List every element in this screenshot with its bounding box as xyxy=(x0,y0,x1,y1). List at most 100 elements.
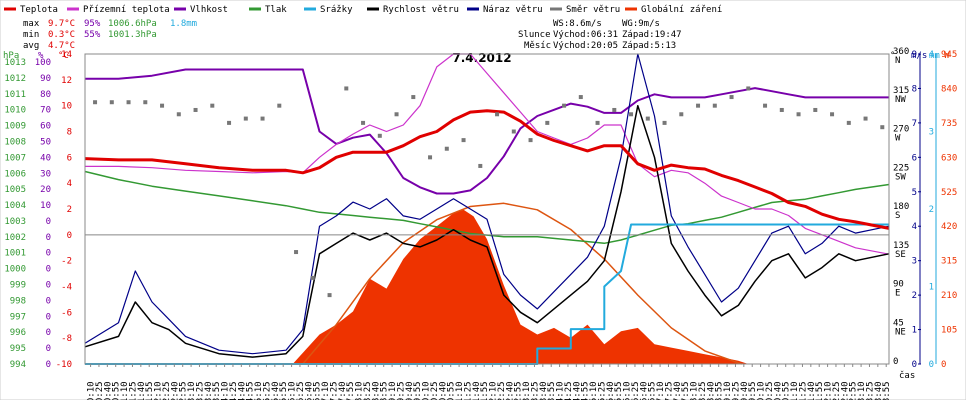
ms-tick-label: 8 xyxy=(912,84,917,94)
time-tick-label: 00:10 xyxy=(87,381,97,400)
time-tick-label: 13:10 xyxy=(522,381,532,400)
info-sun-label: Slunce xyxy=(518,30,551,40)
time-tick-label: 06:10 xyxy=(288,381,298,400)
time-tick-label: 15:40 xyxy=(606,381,616,400)
hpa-tick-label: 995 xyxy=(10,344,26,354)
wind-direction-dot xyxy=(260,116,265,121)
ms-tick-label: 3 xyxy=(912,257,917,267)
wind-direction-dot xyxy=(880,125,885,130)
wind-direction-dot xyxy=(109,100,114,105)
time-tick-label: 11:40 xyxy=(472,381,482,400)
wind-direction-dot xyxy=(227,120,232,125)
time-tick-label: 07:10 xyxy=(321,381,331,400)
time-tick-label: 03:40 xyxy=(204,381,214,400)
ms-tick-label: 5 xyxy=(912,188,917,198)
hpa-tick-label: 1011 xyxy=(4,90,26,100)
ms-tick-label: 0 xyxy=(912,360,917,370)
wind-direction-dot xyxy=(629,112,634,117)
pct-tick-label: 0 xyxy=(46,312,51,322)
time-tick-label: 19:10 xyxy=(723,381,733,400)
wind-direction-dot xyxy=(846,120,851,125)
dir-tick-label: 225 xyxy=(893,163,909,173)
wind-direction-dot xyxy=(545,120,550,125)
wind-direction-dot xyxy=(294,250,299,255)
dir-compass-label: SW xyxy=(895,172,906,182)
time-tick-label: 13:25 xyxy=(530,381,540,400)
dir-tick-label: 180 xyxy=(893,202,909,212)
wind-direction-dot xyxy=(595,120,600,125)
hpa-tick-label: 996 xyxy=(10,328,26,338)
legend-label: Rychlost větru xyxy=(383,5,459,15)
ms-tick-label: 1 xyxy=(912,326,917,336)
w-tick-label: 420 xyxy=(941,222,957,232)
time-tick-label: 08:40 xyxy=(371,381,381,400)
wind-direction-dot xyxy=(712,103,717,108)
legend-label: Tlak xyxy=(265,5,287,15)
wind-direction-dot xyxy=(562,103,567,108)
legend-label: Globální záření xyxy=(641,5,722,15)
wind-speed-line xyxy=(84,104,890,358)
hpa-tick-label: 1012 xyxy=(4,74,26,84)
legend: Teplota Přízemní teplota Vlhkost Tlak Srážky… xyxy=(4,5,722,15)
axis-unit-mm: mm xyxy=(929,51,940,61)
temp-tick-label: 8 xyxy=(67,128,72,138)
time-tick-label: 00:40 xyxy=(103,381,113,400)
time-tick-label: 21:55 xyxy=(815,381,825,400)
pct-tick-label: 0 xyxy=(46,249,51,259)
stats-max-press: 1006.6hPa xyxy=(108,19,157,29)
mm-tick-label: 1 xyxy=(929,283,934,293)
pct-tick-label: 20 xyxy=(40,185,51,195)
time-tick-label: 07:25 xyxy=(329,381,339,400)
time-tick-label: 07:40 xyxy=(338,381,348,400)
hpa-tick-label: 1007 xyxy=(4,153,26,163)
w-tick-label: 105 xyxy=(941,326,957,336)
axes: 1013101210111010100910081007100610051004… xyxy=(4,47,957,400)
pct-tick-label: 0 xyxy=(46,233,51,243)
hpa-tick-label: 1008 xyxy=(4,137,26,147)
time-tick-label: 04:25 xyxy=(229,381,239,400)
stats-min-label: min xyxy=(23,30,39,40)
pct-tick-label: 0 xyxy=(46,360,51,370)
time-tick-label: 10:25 xyxy=(430,381,440,400)
axis-unit-w: W xyxy=(944,51,950,61)
wind-direction-dot xyxy=(176,112,181,117)
wind-direction-dot xyxy=(461,138,466,143)
wind-direction-dot xyxy=(528,138,533,143)
wind-direction-dot xyxy=(662,120,667,125)
hpa-tick-label: 999 xyxy=(10,281,26,291)
dir-tick-label: 0 xyxy=(893,357,898,367)
wind-direction-dot xyxy=(444,146,449,151)
time-tick-label: 10:40 xyxy=(438,381,448,400)
wind-direction-dot xyxy=(478,163,483,168)
radiation-theoretical-line xyxy=(302,202,742,365)
wind-gust-line xyxy=(84,53,890,355)
hpa-tick-label: 998 xyxy=(10,296,26,306)
legend-label: Vlhkost xyxy=(190,5,228,15)
time-tick-label: 12:25 xyxy=(497,381,507,400)
w-tick-label: 315 xyxy=(941,257,957,267)
time-tick-label: 06:40 xyxy=(304,381,314,400)
pct-tick-label: 10 xyxy=(40,201,51,211)
wind-direction-dot xyxy=(361,120,366,125)
time-tick-label: 18:55 xyxy=(715,381,725,400)
stats-max-hum: 95% xyxy=(84,19,101,29)
time-tick-label: 05:25 xyxy=(262,381,272,400)
axis-unit-time: čas xyxy=(899,370,915,381)
pct-tick-label: 100 xyxy=(35,58,51,68)
axis-unit-pct: % xyxy=(38,51,44,61)
time-tick-label: 18:25 xyxy=(698,381,708,400)
time-tick-label: 14:25 xyxy=(564,381,574,400)
hpa-tick-label: 997 xyxy=(10,312,26,322)
time-tick-label: 15:55 xyxy=(614,381,624,400)
time-tick-label: 12:55 xyxy=(514,381,524,400)
wind-direction-dot xyxy=(729,95,734,100)
time-tick-label: 11:10 xyxy=(455,381,465,400)
pct-tick-label: 0 xyxy=(46,344,51,354)
wind-direction-dot xyxy=(143,100,148,105)
wind-direction-dot xyxy=(93,100,98,105)
info-moon-label: Měsíc xyxy=(524,41,551,51)
plot-frame xyxy=(84,53,890,365)
time-tick-label: 02:55 xyxy=(179,381,189,400)
time-tick-label: 22:40 xyxy=(840,381,850,400)
info-sun-rise: Východ:06:31 xyxy=(553,30,618,40)
